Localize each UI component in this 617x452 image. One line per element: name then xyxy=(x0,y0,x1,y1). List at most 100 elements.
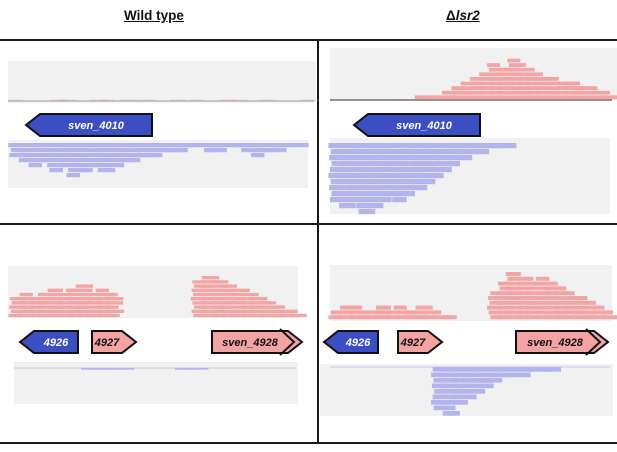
forward-read xyxy=(259,313,277,318)
reverse-read xyxy=(418,143,433,149)
forward-read xyxy=(202,309,217,313)
forward-read xyxy=(421,95,437,100)
forward-read xyxy=(191,288,207,292)
forward-read xyxy=(562,305,576,310)
reverse-read xyxy=(231,143,249,148)
reverse-read xyxy=(480,378,494,383)
reverse-read xyxy=(135,153,150,158)
forward-read xyxy=(601,315,617,320)
reverse-read xyxy=(431,400,449,405)
reverse-read xyxy=(338,161,353,167)
forward-read xyxy=(8,313,22,318)
forward-read xyxy=(497,72,515,77)
reverse-read xyxy=(126,148,142,153)
reverse-read xyxy=(76,153,90,158)
forward-read xyxy=(508,305,522,310)
forward-read xyxy=(250,297,268,301)
reverse-read xyxy=(442,383,456,389)
forward-read xyxy=(280,309,298,313)
forward-read xyxy=(107,301,123,305)
reverse-read xyxy=(392,197,407,203)
forward-read xyxy=(105,305,119,309)
reverse-read xyxy=(356,203,371,209)
delta-symbol: Δ xyxy=(446,8,456,23)
reverse-read xyxy=(114,148,129,153)
reverse-read xyxy=(174,148,188,153)
reverse-read xyxy=(384,143,397,149)
reverse-read xyxy=(460,383,478,389)
forward-read xyxy=(478,81,494,86)
reverse-read xyxy=(402,155,417,161)
forward-read xyxy=(582,90,598,95)
reverse-read xyxy=(364,167,381,173)
forward-read xyxy=(526,95,540,100)
forward-read xyxy=(508,291,522,296)
reverse-read xyxy=(357,197,371,203)
reverse-read xyxy=(97,143,112,148)
reverse-read xyxy=(383,191,400,197)
forward-read xyxy=(499,67,513,72)
reverse-read xyxy=(124,153,142,158)
forward-read xyxy=(583,95,597,100)
forward-read xyxy=(66,309,82,313)
reverse-read xyxy=(375,167,388,173)
forward-read xyxy=(106,309,125,313)
forward-read xyxy=(414,315,428,320)
reverse-read xyxy=(461,394,477,400)
forward-read xyxy=(487,296,501,300)
reverse-read xyxy=(400,161,417,167)
reverse-read xyxy=(477,372,495,378)
header-mutant: Δlsr2 xyxy=(446,8,480,23)
gene-label-4926: 4926 xyxy=(43,337,69,349)
reverse-read xyxy=(153,143,167,148)
forward-read xyxy=(210,280,229,284)
reverse-read xyxy=(38,143,52,148)
forward-read xyxy=(546,310,560,315)
forward-read xyxy=(289,313,307,318)
reverse-read xyxy=(259,148,274,153)
forward-read xyxy=(20,305,34,309)
forward-read xyxy=(488,67,506,72)
reverse-read xyxy=(56,143,75,148)
forward-read xyxy=(497,291,515,296)
forward-read xyxy=(533,305,547,310)
gene-arrow-4927 xyxy=(397,330,444,354)
forward-read xyxy=(592,90,610,95)
reverse-read xyxy=(331,161,345,167)
reverse-read xyxy=(58,163,72,168)
forward-read xyxy=(75,284,93,288)
reverse-read xyxy=(469,378,487,383)
gene-arrow-sven-4928 xyxy=(211,330,304,354)
forward-read xyxy=(498,305,516,310)
reverse-read xyxy=(410,149,425,155)
reverse-read xyxy=(204,148,218,153)
forward-read xyxy=(18,309,36,313)
forward-read xyxy=(583,315,597,320)
forward-read xyxy=(515,281,529,286)
forward-read xyxy=(85,301,103,305)
reverse-read xyxy=(419,155,432,161)
forward-read xyxy=(535,90,553,95)
forward-read xyxy=(406,310,420,315)
forward-read xyxy=(67,292,85,297)
reverse-read xyxy=(9,153,27,158)
forward-read xyxy=(393,305,407,310)
forward-read xyxy=(357,315,371,320)
forward-read xyxy=(574,296,588,300)
reverse-read xyxy=(57,153,73,158)
forward-read xyxy=(562,86,576,90)
forward-read xyxy=(104,313,120,318)
forward-read xyxy=(546,90,560,95)
forward-read xyxy=(561,315,577,320)
forward-read xyxy=(328,315,342,320)
reverse-read xyxy=(330,197,343,203)
reverse-read xyxy=(445,161,460,167)
forward-read xyxy=(97,313,111,318)
forward-read xyxy=(580,86,598,90)
forward-read xyxy=(506,286,522,291)
forward-read xyxy=(544,281,558,286)
forward-read xyxy=(554,315,568,320)
reverse-read xyxy=(105,153,120,158)
forward-read xyxy=(232,288,250,292)
reverse-read xyxy=(68,143,82,148)
